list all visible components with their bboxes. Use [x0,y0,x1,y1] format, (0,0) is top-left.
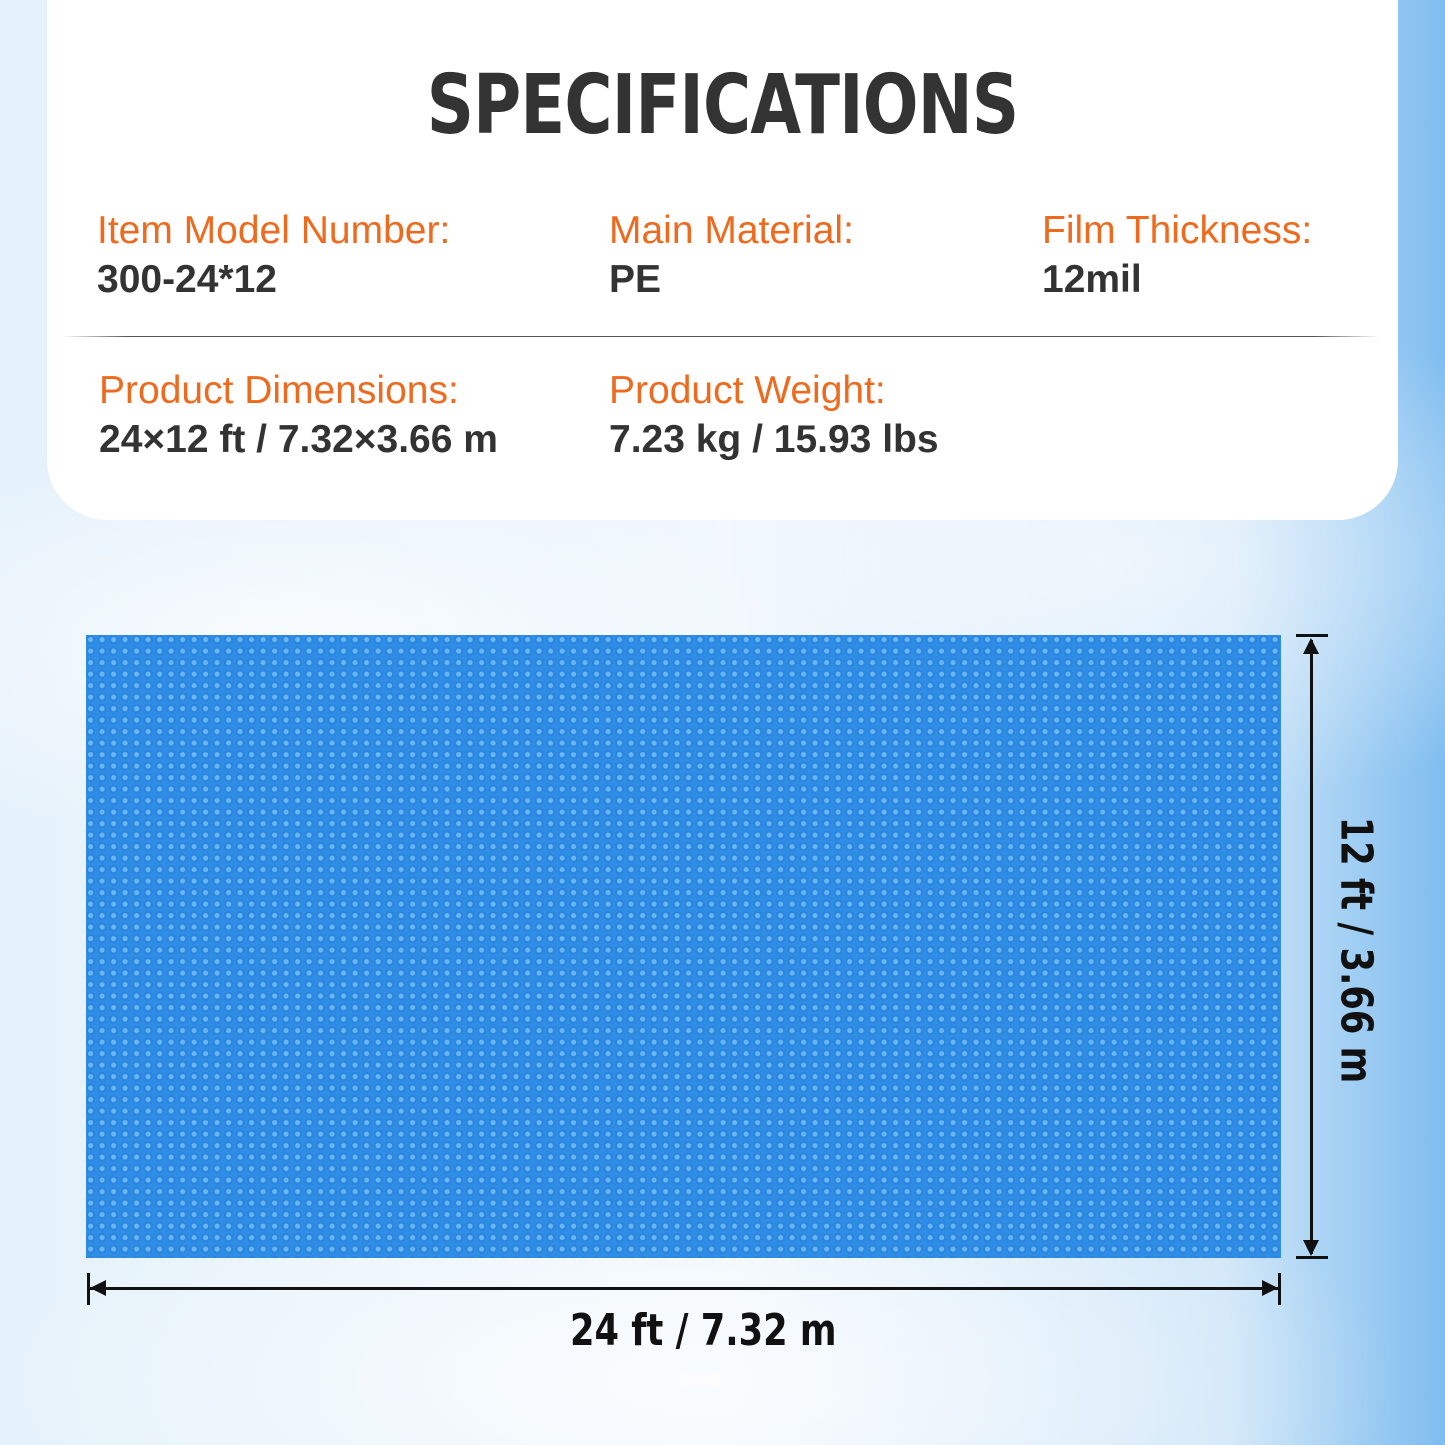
spec-weight: Product Weight: 7.23 kg / 15.93 lbs [609,368,939,466]
spec-label: Film Thickness: [1042,209,1313,252]
spec-value: 24×12 ft / 7.32×3.66 m [99,418,498,461]
spec-material: Main Material: PE [609,208,854,306]
spec-value: 12mil [1042,258,1142,301]
width-tick-left [87,1273,90,1305]
spec-value: 7.23 kg / 15.93 lbs [609,418,939,461]
spec-dimensions: Product Dimensions: 24×12 ft / 7.32×3.66… [99,368,498,466]
spec-label: Item Model Number: [97,209,451,252]
height-label: 12 ft / 3.66 m [1330,816,1382,1084]
spec-value: 300-24*12 [97,258,277,301]
height-tick-bottom [1296,1256,1328,1259]
solar-pool-cover-image [86,635,1281,1258]
height-dimension-line [1310,640,1313,1254]
width-tick-right [1278,1273,1281,1305]
arrow-down-icon [1303,1240,1319,1256]
spec-value: PE [609,258,662,301]
width-label: 24 ft / 7.32 m [570,1305,837,1356]
spec-label: Product Dimensions: [99,369,459,412]
arrow-up-icon [1303,638,1319,654]
page-title: SPECIFICATIONS [426,58,1019,153]
spec-label: Main Material: [609,209,854,252]
width-dimension-line [90,1287,1278,1290]
arrow-left-icon [90,1280,106,1296]
spec-label: Product Weight: [609,369,886,412]
spec-thickness: Film Thickness: 12mil [1042,208,1312,306]
arrow-right-icon [1262,1280,1278,1296]
spec-card [47,0,1398,520]
divider [62,336,1380,337]
height-tick-top [1296,634,1328,637]
spec-model-number: Item Model Number: 300-24*12 [97,208,450,306]
